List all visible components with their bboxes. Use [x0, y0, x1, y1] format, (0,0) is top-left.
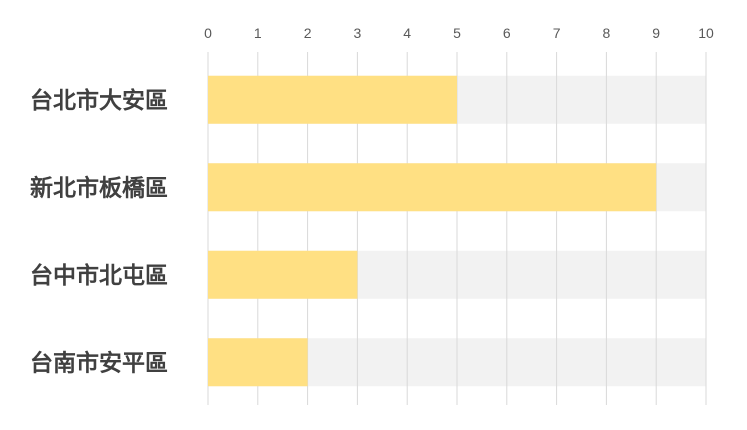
bar — [208, 250, 358, 299]
x-tick-label: 3 — [354, 25, 362, 41]
category-label: 新北市板橋區 — [30, 174, 168, 201]
x-tick-label: 10 — [698, 25, 714, 41]
category-label: 台南市安平區 — [30, 349, 168, 376]
bar — [208, 163, 657, 212]
bar — [208, 338, 308, 387]
x-tick-label: 1 — [254, 25, 262, 41]
x-tick-label: 8 — [603, 25, 611, 41]
bar — [208, 75, 457, 124]
x-tick-label: 6 — [503, 25, 511, 41]
bars — [208, 75, 657, 387]
x-tick-label: 5 — [453, 25, 461, 41]
x-tick-label: 2 — [304, 25, 312, 41]
x-axis-ticks: 0 1 2 3 4 5 6 7 8 9 10 — [204, 25, 714, 41]
x-tick-label: 7 — [553, 25, 561, 41]
category-label: 台中市北屯區 — [30, 262, 168, 289]
x-tick-label: 4 — [403, 25, 411, 41]
x-tick-label: 9 — [652, 25, 660, 41]
category-label: 台北市大安區 — [30, 87, 168, 114]
x-tick-label: 0 — [204, 25, 212, 41]
